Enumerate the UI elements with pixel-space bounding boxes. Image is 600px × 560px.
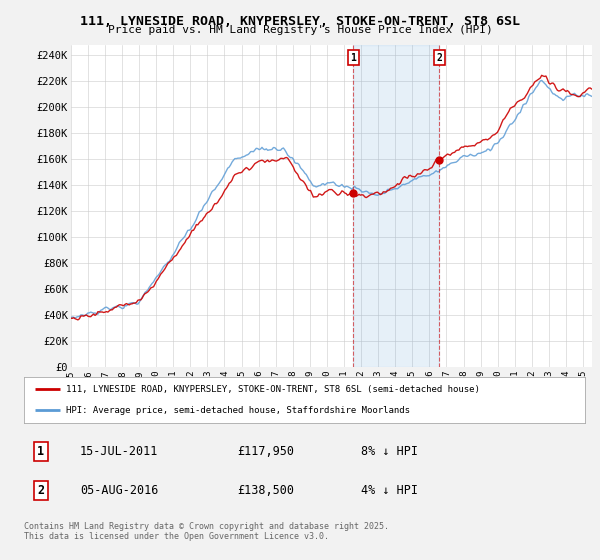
Bar (353, 45, 439, 367)
Text: 111, LYNESIDE ROAD, KNYPERSLEY, STOKE-ON-TRENT, ST8 6SL (semi-detached house): 111, LYNESIDE ROAD, KNYPERSLEY, STOKE-ON… (66, 385, 480, 394)
Text: 1: 1 (37, 445, 44, 458)
Text: 15-JUL-2011: 15-JUL-2011 (80, 445, 158, 458)
Text: 111, LYNESIDE ROAD, KNYPERSLEY, STOKE-ON-TRENT, ST8 6SL: 111, LYNESIDE ROAD, KNYPERSLEY, STOKE-ON… (80, 15, 520, 27)
Text: £117,950: £117,950 (237, 445, 294, 458)
Text: Contains HM Land Registry data © Crown copyright and database right 2025.
This d: Contains HM Land Registry data © Crown c… (24, 522, 389, 542)
Text: 2: 2 (37, 484, 44, 497)
Text: 1: 1 (350, 53, 356, 63)
Text: 8% ↓ HPI: 8% ↓ HPI (361, 445, 418, 458)
Text: Price paid vs. HM Land Registry's House Price Index (HPI): Price paid vs. HM Land Registry's House … (107, 25, 493, 35)
Text: 05-AUG-2016: 05-AUG-2016 (80, 484, 158, 497)
Text: HPI: Average price, semi-detached house, Staffordshire Moorlands: HPI: Average price, semi-detached house,… (66, 406, 410, 415)
Text: 2: 2 (437, 53, 442, 63)
Text: £138,500: £138,500 (237, 484, 294, 497)
Text: 4% ↓ HPI: 4% ↓ HPI (361, 484, 418, 497)
